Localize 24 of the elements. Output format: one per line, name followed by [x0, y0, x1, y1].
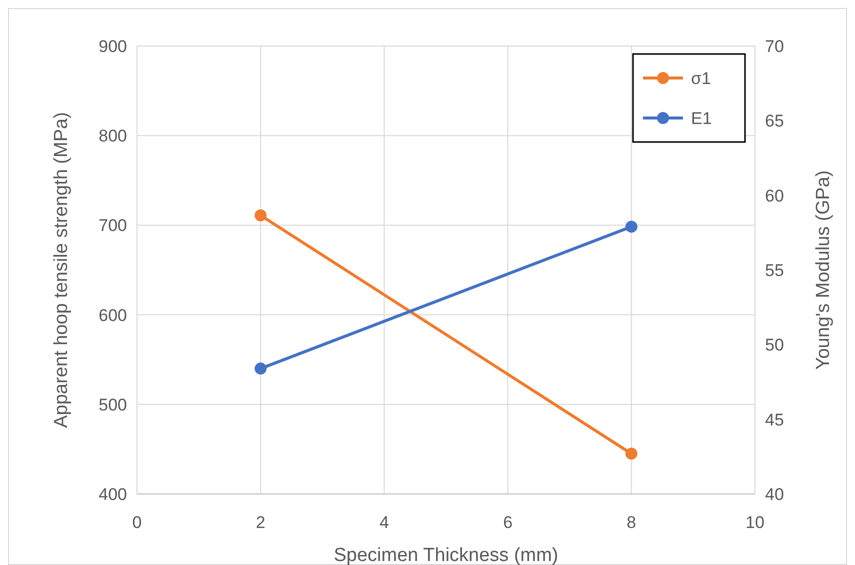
- x-tick-label: 6: [503, 513, 513, 532]
- x-tick-label: 4: [379, 513, 389, 532]
- legend-label: σ1: [691, 69, 711, 88]
- y-tick-label: 600: [98, 306, 127, 325]
- y2-tick-label: 55: [765, 261, 784, 280]
- x-tick-label: 10: [746, 513, 764, 532]
- y2-tick-label: 45: [765, 410, 784, 430]
- x-tick-label: 8: [626, 513, 636, 532]
- y2-tick-label: 60: [765, 186, 784, 206]
- x-tick-label: 2: [256, 513, 266, 532]
- y2-tick-label: 40: [765, 485, 784, 504]
- y-tick-label: 400: [98, 485, 127, 504]
- y-tick-label: 800: [98, 126, 127, 146]
- x-axis-title: Specimen Thickness (mm): [334, 545, 558, 565]
- y2-tick-label: 65: [765, 112, 784, 131]
- y-tick-label: 900: [98, 37, 127, 56]
- y-tick-label: 700: [98, 216, 127, 236]
- y2-tick-label: 70: [765, 37, 784, 56]
- x-tick-label: 0: [132, 513, 142, 532]
- legend-label: E1: [691, 109, 712, 128]
- y2-tick-label: 50: [765, 336, 784, 355]
- y2-axis-title: Young's Modulus (GPa): [813, 170, 834, 370]
- y-tick-label: 500: [98, 395, 127, 414]
- y-axis-title: Apparent hoop tensile strength (MPa): [51, 112, 72, 428]
